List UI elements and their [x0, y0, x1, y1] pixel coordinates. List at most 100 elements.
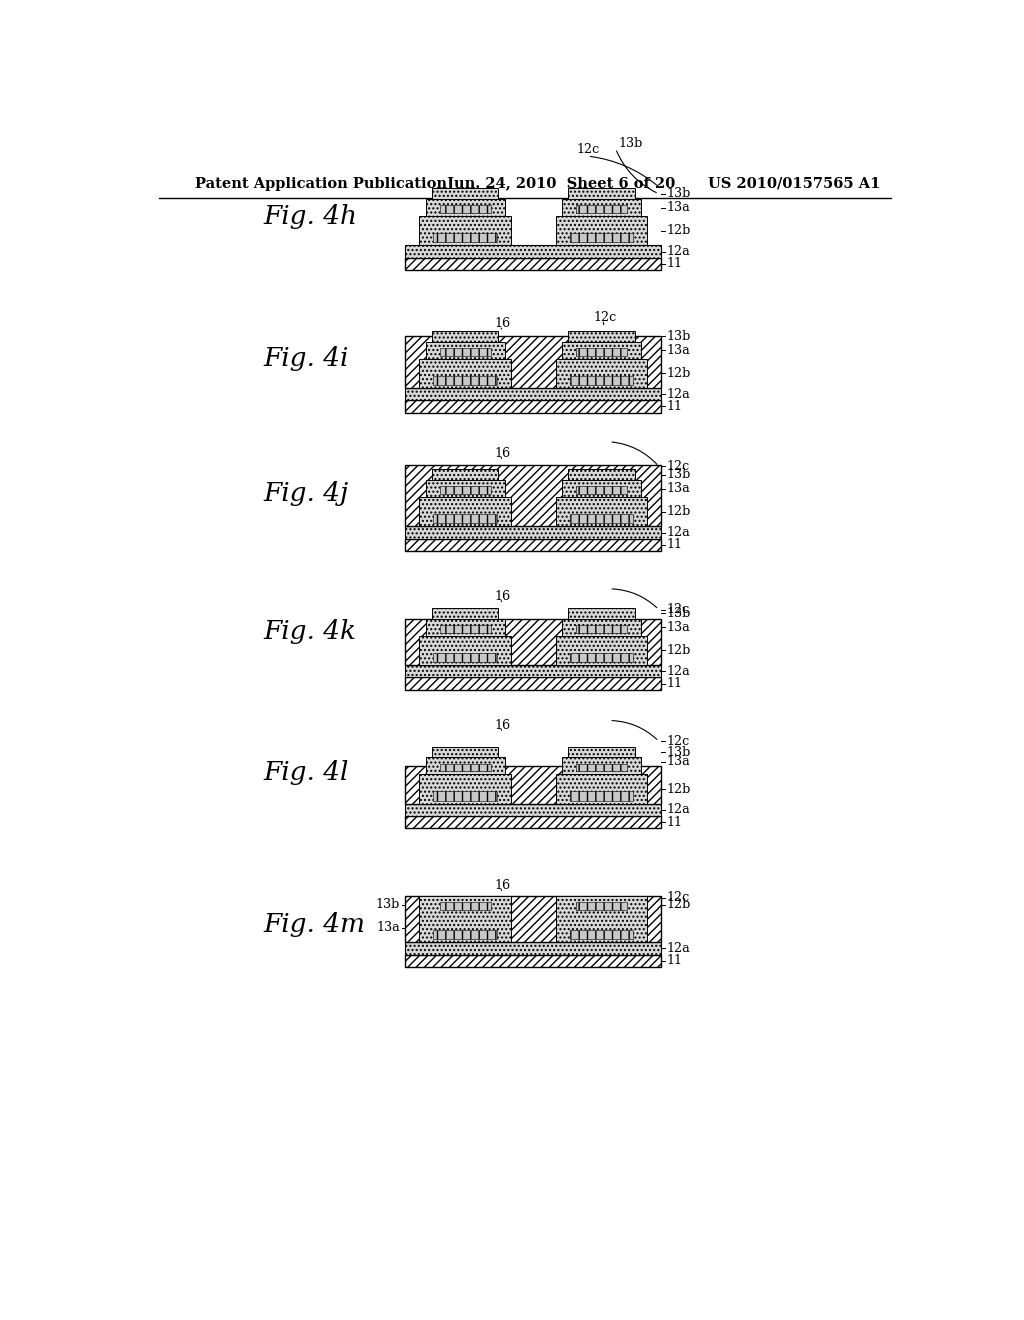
Bar: [556, 359, 647, 388]
Bar: [406, 804, 662, 816]
Bar: [433, 929, 497, 940]
Text: 13b: 13b: [618, 137, 643, 150]
Bar: [556, 498, 647, 527]
Bar: [406, 677, 662, 689]
Bar: [406, 335, 662, 388]
Bar: [556, 636, 647, 665]
Text: 12a: 12a: [667, 804, 690, 816]
Bar: [432, 470, 499, 480]
Text: 12a: 12a: [667, 942, 690, 954]
Text: 13b: 13b: [667, 746, 691, 759]
Text: 11: 11: [667, 816, 683, 829]
Text: 12c: 12c: [667, 603, 690, 616]
Text: 16: 16: [495, 718, 511, 731]
Bar: [406, 465, 662, 527]
Text: 11: 11: [667, 539, 683, 552]
Text: 12b: 12b: [667, 367, 691, 380]
Bar: [433, 376, 497, 385]
Text: 13a: 13a: [667, 201, 690, 214]
Bar: [569, 376, 633, 385]
Bar: [562, 619, 641, 636]
Bar: [439, 348, 490, 355]
Text: 11: 11: [667, 677, 683, 690]
Bar: [568, 331, 635, 342]
Bar: [426, 758, 505, 775]
Bar: [433, 792, 497, 800]
Text: 12b: 12b: [667, 224, 691, 238]
Bar: [426, 199, 505, 216]
Bar: [406, 896, 662, 942]
Bar: [426, 619, 505, 636]
Text: Fig. 4j: Fig. 4j: [263, 480, 349, 506]
Bar: [406, 954, 662, 966]
Bar: [406, 942, 662, 954]
Bar: [432, 189, 499, 199]
Text: 12a: 12a: [667, 665, 690, 677]
Text: 13b: 13b: [667, 330, 691, 343]
Bar: [562, 199, 641, 216]
Text: Fig. 4h: Fig. 4h: [263, 203, 357, 228]
Text: Fig. 4k: Fig. 4k: [263, 619, 356, 644]
Bar: [569, 929, 633, 940]
Bar: [406, 816, 662, 829]
Text: 12b: 12b: [667, 644, 691, 657]
Bar: [568, 470, 635, 480]
Bar: [575, 626, 627, 632]
Bar: [439, 206, 490, 213]
Text: 13b: 13b: [376, 898, 400, 911]
Bar: [568, 747, 635, 758]
Bar: [406, 619, 662, 665]
Bar: [562, 480, 641, 498]
Text: 12c: 12c: [667, 735, 690, 748]
Bar: [439, 763, 490, 771]
Bar: [556, 775, 647, 804]
Bar: [575, 903, 627, 909]
Bar: [426, 480, 505, 498]
Bar: [420, 896, 511, 942]
Text: Fig. 4l: Fig. 4l: [263, 760, 349, 785]
Bar: [420, 775, 511, 804]
Bar: [420, 636, 511, 665]
Text: 16: 16: [495, 879, 511, 892]
Text: 12b: 12b: [667, 783, 691, 796]
Bar: [420, 359, 511, 388]
Text: 13a: 13a: [376, 921, 400, 935]
Bar: [433, 234, 497, 243]
Bar: [568, 609, 635, 619]
Bar: [569, 234, 633, 243]
Bar: [433, 653, 497, 663]
Bar: [420, 216, 511, 246]
Bar: [556, 216, 647, 246]
Bar: [439, 626, 490, 632]
Text: 13a: 13a: [667, 343, 690, 356]
Text: 11: 11: [667, 954, 683, 968]
Text: 13a: 13a: [667, 482, 690, 495]
Bar: [406, 400, 662, 412]
Text: US 2010/0157565 A1: US 2010/0157565 A1: [708, 177, 880, 191]
Bar: [406, 766, 662, 804]
Bar: [562, 342, 641, 359]
Bar: [406, 388, 662, 400]
Text: 13b: 13b: [667, 607, 691, 620]
Bar: [575, 763, 627, 771]
Text: 13a: 13a: [667, 620, 690, 634]
Bar: [562, 758, 641, 775]
Text: 12b: 12b: [667, 506, 691, 519]
Bar: [406, 246, 662, 257]
Bar: [426, 342, 505, 359]
Text: 12c: 12c: [594, 310, 617, 323]
Bar: [575, 206, 627, 213]
Bar: [439, 903, 490, 909]
Bar: [569, 515, 633, 524]
Bar: [406, 527, 662, 539]
Bar: [575, 348, 627, 355]
Text: 13b: 13b: [667, 187, 691, 201]
Text: 12a: 12a: [667, 388, 690, 400]
Text: 11: 11: [667, 257, 683, 271]
Bar: [569, 792, 633, 800]
Bar: [432, 747, 499, 758]
Bar: [432, 609, 499, 619]
Bar: [439, 487, 490, 494]
Bar: [569, 653, 633, 663]
Text: Fig. 4m: Fig. 4m: [263, 912, 366, 937]
